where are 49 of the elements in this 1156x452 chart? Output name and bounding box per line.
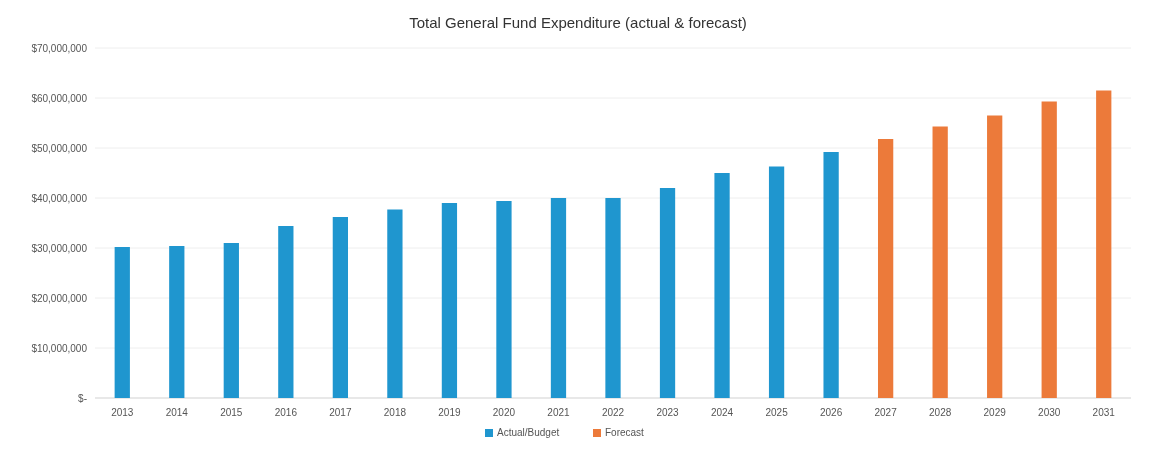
y-tick-label: $70,000,000 bbox=[31, 42, 88, 54]
x-tick-label: 2024 bbox=[710, 407, 734, 418]
bar bbox=[114, 247, 130, 398]
bar bbox=[169, 246, 185, 398]
x-tick-label: 2016 bbox=[274, 407, 298, 418]
bar bbox=[605, 198, 621, 398]
y-tick-label: $50,000,000 bbox=[31, 142, 88, 154]
y-tick-label: $20,000,000 bbox=[31, 292, 88, 304]
bar bbox=[823, 152, 839, 398]
x-tick-label: 2014 bbox=[165, 407, 189, 418]
x-tick-label: 2025 bbox=[765, 407, 789, 418]
x-tick-label: 2019 bbox=[438, 407, 461, 418]
x-tick-label: 2026 bbox=[819, 407, 843, 418]
bar bbox=[496, 201, 512, 398]
bar bbox=[932, 126, 948, 398]
legend-label: Forecast bbox=[605, 427, 645, 438]
bar bbox=[1096, 90, 1112, 398]
x-tick-label: 2013 bbox=[111, 407, 134, 418]
x-tick-label: 2018 bbox=[383, 407, 407, 418]
bar bbox=[278, 226, 294, 398]
legend-label: Actual/Budget bbox=[497, 427, 560, 438]
bar bbox=[550, 198, 567, 398]
x-tick-label: 2015 bbox=[220, 407, 243, 418]
x-tick-label: 2031 bbox=[1092, 407, 1116, 418]
x-tick-label: 2020 bbox=[492, 407, 516, 418]
x-tick-label: 2017 bbox=[329, 407, 352, 418]
bar bbox=[659, 188, 676, 398]
x-tick-label: 2030 bbox=[1038, 407, 1061, 418]
bar bbox=[1041, 101, 1057, 398]
x-tick-label: 2029 bbox=[983, 407, 1007, 418]
y-tick-label: $10,000,000 bbox=[31, 342, 88, 354]
bar bbox=[387, 209, 403, 398]
bar bbox=[768, 166, 785, 398]
x-tick-label: 2021 bbox=[547, 407, 571, 418]
x-tick-label: 2022 bbox=[601, 407, 625, 418]
chart-title: Total General Fund Expenditure (actual & forecast) bbox=[409, 14, 747, 31]
x-tick-label: 2023 bbox=[656, 407, 680, 418]
bar bbox=[332, 217, 348, 398]
bar bbox=[223, 243, 239, 398]
x-tick-label: 2027 bbox=[874, 407, 898, 418]
y-tick-label: $60,000,000 bbox=[31, 92, 88, 104]
x-tick-label: 2028 bbox=[929, 407, 952, 418]
y-tick-label: $30,000,000 bbox=[31, 242, 88, 254]
bar bbox=[441, 203, 458, 398]
bar bbox=[987, 115, 1003, 398]
bar bbox=[878, 139, 894, 398]
y-tick-label: $- bbox=[78, 392, 87, 404]
bar bbox=[714, 173, 730, 398]
y-tick-label: $40,000,000 bbox=[31, 192, 88, 204]
